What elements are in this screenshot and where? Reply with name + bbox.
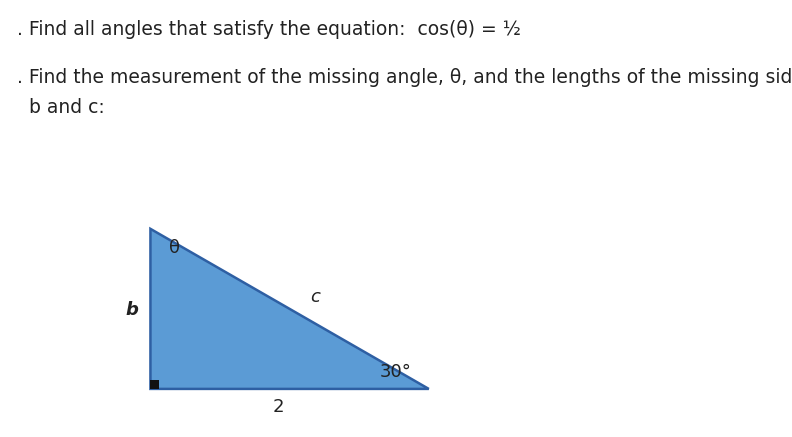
Text: b: b	[126, 301, 139, 319]
Text: . Find the measurement of the missing angle, θ, and the lengths of the missing s: . Find the measurement of the missing an…	[17, 68, 792, 87]
Text: b and c:: b and c:	[17, 98, 105, 117]
Polygon shape	[150, 229, 428, 389]
Text: 2: 2	[272, 398, 284, 416]
Text: θ: θ	[169, 239, 180, 257]
Text: . Find all angles that satisfy the equation:  cos(θ) = ½: . Find all angles that satisfy the equat…	[17, 20, 521, 38]
Text: c: c	[310, 288, 320, 306]
Bar	[150, 380, 159, 389]
Text: 30°: 30°	[380, 363, 412, 381]
